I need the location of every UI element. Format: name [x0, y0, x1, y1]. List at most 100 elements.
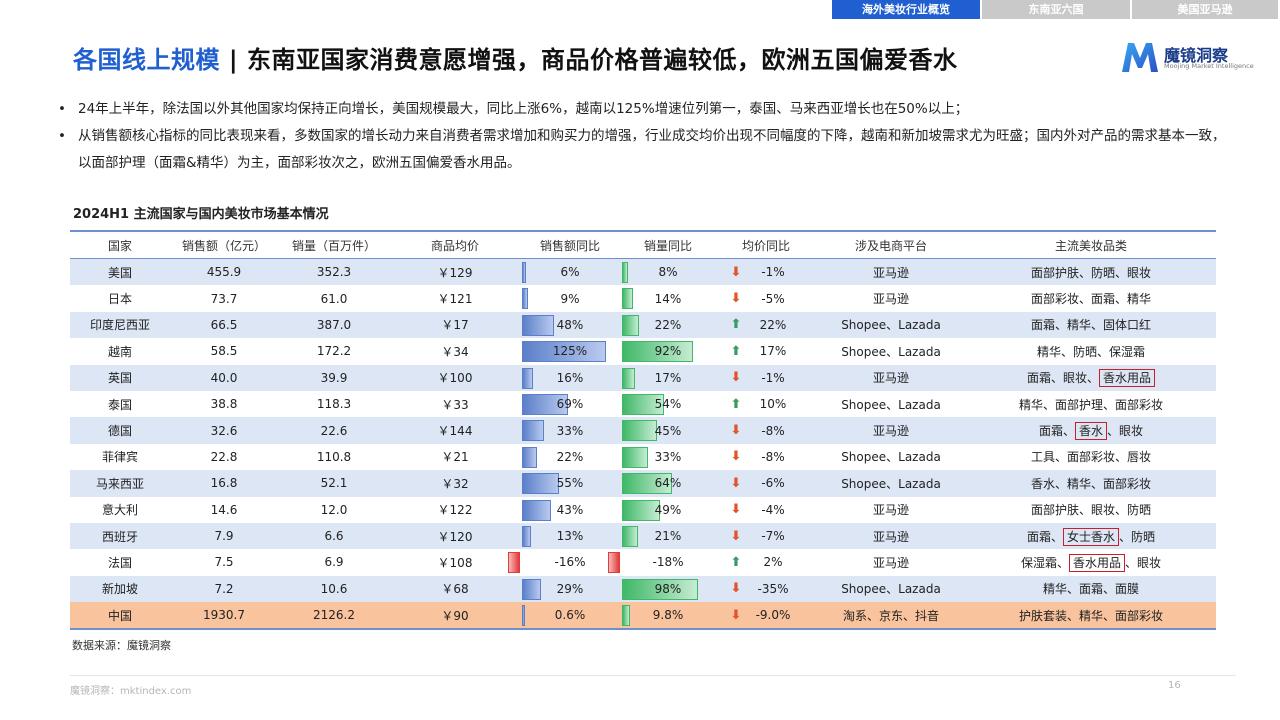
- cell-sales-yoy-bar: [522, 288, 529, 310]
- cell-platform: Shopee、Lazada: [841, 476, 941, 491]
- cell-sales-yoy-bar: [522, 578, 542, 600]
- cell-sales-yoy: 33%: [520, 417, 620, 443]
- category-text: 、防晒: [1119, 529, 1156, 544]
- cell-price-yoy: ⬆ 2%: [716, 549, 816, 575]
- brand-name: 魔镜洞察: [1164, 46, 1229, 65]
- table-row: 泰国 38.8 118.3 ￥33 69% 54% ⬆ 10% Shopee、Lazada 精华、…: [70, 390, 1216, 418]
- cell-volume: 6.6: [324, 529, 344, 544]
- cell-platform: Shopee、Lazada: [841, 344, 941, 359]
- column-header: 主流美妆品类: [1054, 238, 1127, 253]
- cell-platform: 亚马逊: [872, 424, 909, 439]
- cell-volume-yoy-label: 49%: [654, 502, 682, 517]
- cell-country: 美国: [107, 265, 132, 280]
- cell-volume-yoy-bar: [622, 367, 636, 389]
- cell-sales-yoy: 29%: [520, 576, 620, 602]
- cell-volume: 110.8: [316, 449, 352, 464]
- m-logo-icon: [1122, 43, 1158, 72]
- cell-sales-yoy-bar: [508, 552, 520, 574]
- cell-volume-yoy-label: 64%: [654, 476, 682, 491]
- arrow-down-icon: ⬇: [730, 423, 742, 439]
- category-text: 、眼妆: [1107, 424, 1144, 439]
- bullet-dot: •: [58, 101, 66, 117]
- cell-volume-yoy-label: 45%: [654, 423, 682, 438]
- tab-southeast-asia[interactable]: 东南亚六国: [982, 0, 1130, 19]
- cell-platform: 亚马逊: [872, 555, 909, 570]
- cell-price-yoy: ⬇ -8%: [716, 444, 816, 470]
- cell-categories: 精华、面部护理、面部彩妆: [966, 391, 1216, 417]
- cell-platform: Shopee、Lazada: [841, 450, 941, 465]
- cell-volume: 172.2: [316, 344, 352, 359]
- price-yoy-value: -6%: [761, 476, 785, 491]
- cell-volume-yoy-bar: [622, 262, 629, 283]
- cell-price-yoy: ⬇ -1%: [716, 259, 816, 286]
- cell-volume: 118.3: [316, 397, 352, 412]
- cell-country: 西班牙: [101, 529, 138, 544]
- cell-platform: 亚马逊: [872, 503, 909, 518]
- cell-platform: 淘系、京东、抖音: [842, 608, 939, 623]
- price-yoy-value: -1%: [761, 265, 785, 280]
- cell-price-yoy: ⬇ -35%: [716, 576, 816, 602]
- category-text: 护肤套装、精华、面部彩妆: [1018, 608, 1163, 623]
- category-text: 面部护肤、防晒、眼妆: [1030, 265, 1151, 280]
- cell-categories: 面霜、 香水 、眼妆: [966, 417, 1216, 443]
- highlighted-category: 香水: [1074, 422, 1107, 441]
- cell-volume: 6.9: [324, 555, 344, 570]
- cell-price-yoy: ⬇ -7%: [716, 523, 816, 549]
- column-header: 销售额同比: [539, 238, 600, 253]
- highlighted-category: 香水用品: [1068, 553, 1125, 572]
- price-yoy-value: 10%: [759, 397, 787, 412]
- cell-sales: 73.7: [210, 291, 238, 306]
- cell-volume-yoy-label: 22%: [654, 317, 682, 332]
- cell-price-yoy: ⬇ -1%: [716, 365, 816, 391]
- cell-volume-yoy: 21%: [620, 523, 716, 549]
- cell-sales: 7.9: [214, 529, 234, 544]
- cell-volume-yoy-bar: [608, 552, 620, 574]
- cell-volume: 39.9: [320, 370, 348, 385]
- cell-sales-yoy: -16%: [508, 549, 620, 575]
- cell-price: ￥21: [441, 450, 469, 465]
- table-row: 中国 1930.7 2126.2 ￥90 0.6% 9.8% ⬇ -9.0% 淘系、京东、抖音 护…: [70, 602, 1216, 630]
- cell-price: ￥17: [441, 318, 469, 333]
- category-text: 面霜、眼妆、: [1026, 371, 1099, 386]
- footer-divider: [70, 675, 1236, 676]
- arrow-up-icon: ⬆: [730, 343, 742, 359]
- category-text: 、眼妆: [1125, 555, 1162, 570]
- cell-sales: 455.9: [206, 265, 242, 280]
- cell-platform: Shopee、Lazada: [841, 397, 941, 412]
- arrow-up-icon: ⬆: [730, 317, 742, 333]
- cell-sales-yoy: 43%: [520, 497, 620, 523]
- cell-sales: 1930.7: [203, 608, 245, 623]
- category-text: 面霜、: [1026, 529, 1063, 544]
- cell-price: ￥100: [437, 371, 473, 386]
- cell-price-yoy: ⬇ -9.0%: [716, 602, 816, 629]
- cell-volume-yoy: 98%: [620, 576, 716, 602]
- table-row: 美国 455.9 352.3 ￥129 6% 8% ⬇ -1% 亚马逊 面部护肤、防晒、眼妆: [70, 258, 1216, 286]
- cell-price: ￥34: [441, 344, 469, 359]
- price-yoy-value: -9.0%: [755, 608, 791, 623]
- cell-volume: 22.6: [320, 423, 348, 438]
- column-header: 销量同比: [643, 238, 692, 253]
- column-header: 销售额（亿元）: [181, 238, 266, 253]
- cell-volume-yoy: 92%: [620, 338, 716, 364]
- cell-sales-yoy-bar: [522, 367, 533, 389]
- page-title-topic: 各国线上规模: [73, 46, 220, 74]
- table-row: 菲律宾 22.8 110.8 ￥21 22% 33% ⬇ -8% Shopee、Lazada 工具…: [70, 443, 1216, 471]
- cell-sales: 32.6: [210, 423, 238, 438]
- bullet-item: • 24年上半年，除法国以外其他国家均保持正向增长，美国规模最大，同比上涨6%，…: [58, 96, 1238, 123]
- cell-sales-yoy-bar: [522, 420, 545, 442]
- category-text: 精华、防晒、保湿霜: [1036, 344, 1145, 359]
- cell-categories: 护肤套装、精华、面部彩妆: [966, 602, 1216, 629]
- cell-volume-yoy-bar: [622, 393, 664, 415]
- table-row: 日本 73.7 61.0 ￥121 9% 14% ⬇ -5% 亚马逊 面部彩妆、面霜、精华: [70, 285, 1216, 312]
- cell-sales-yoy-label: 22%: [556, 449, 584, 464]
- cell-volume-yoy: 22%: [620, 312, 716, 338]
- cell-sales-yoy-bar: [522, 314, 555, 336]
- tab-overseas-overview[interactable]: 海外美妆行业概览: [832, 0, 980, 19]
- cell-volume: 12.0: [320, 502, 348, 517]
- summary-bullets: • 24年上半年，除法国以外其他国家均保持正向增长，美国规模最大，同比上涨6%，…: [58, 96, 1238, 177]
- tab-us-amazon[interactable]: 美国亚马逊: [1132, 0, 1278, 19]
- cell-sales-yoy-label: 69%: [556, 397, 584, 412]
- cell-volume-yoy: 33%: [620, 444, 716, 470]
- category-text: 面霜、精华、固体口红: [1030, 318, 1151, 333]
- cell-volume-yoy: 64%: [620, 470, 716, 496]
